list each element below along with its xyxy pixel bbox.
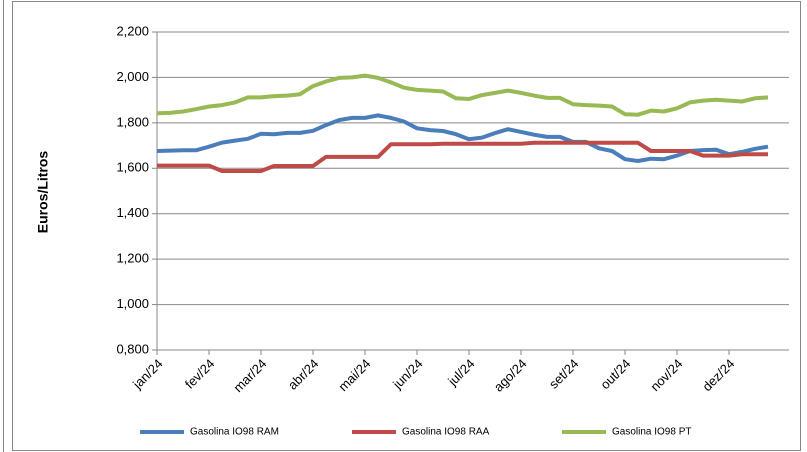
x-tick-label: fev/24: [182, 356, 218, 392]
legend-label: Gasolina IO98 RAM: [190, 427, 279, 438]
x-tick-label: jan/24: [129, 356, 165, 392]
y-tick-label: 1,200: [116, 251, 149, 266]
series-line: [156, 73, 769, 117]
x-tick-label: ago/24: [491, 356, 530, 395]
series-line: [157, 140, 768, 173]
x-tick-label: set/24: [546, 356, 582, 392]
y-axis-title: Euros/Litros: [35, 151, 51, 234]
x-tick-label: mar/24: [230, 356, 269, 395]
x-tick-label: jun/24: [389, 356, 425, 392]
y-tick-label: 0,800: [116, 341, 149, 356]
x-tick-label: dez/24: [699, 356, 737, 394]
chart-border: [12, 1, 801, 451]
y-tick-label: 1,600: [116, 160, 149, 175]
legend-label: Gasolina IO98 PT: [612, 427, 691, 438]
y-tick-label: 1,000: [116, 296, 149, 311]
y-tick-label: 2,200: [116, 23, 149, 38]
x-tick-label: mai/24: [335, 356, 373, 394]
y-tick-label: 1,800: [116, 114, 149, 129]
y-tick-label: 2,000: [116, 69, 149, 84]
x-tick-label: out/24: [597, 356, 633, 392]
legend-label: Gasolina IO98 RAA: [402, 427, 490, 438]
y-tick-label: 1,400: [116, 205, 149, 220]
x-tick-label: nov/24: [647, 356, 685, 394]
series-line: [156, 113, 769, 163]
x-tick-label: abr/24: [285, 356, 322, 393]
x-tick-label: jul/24: [444, 356, 477, 389]
